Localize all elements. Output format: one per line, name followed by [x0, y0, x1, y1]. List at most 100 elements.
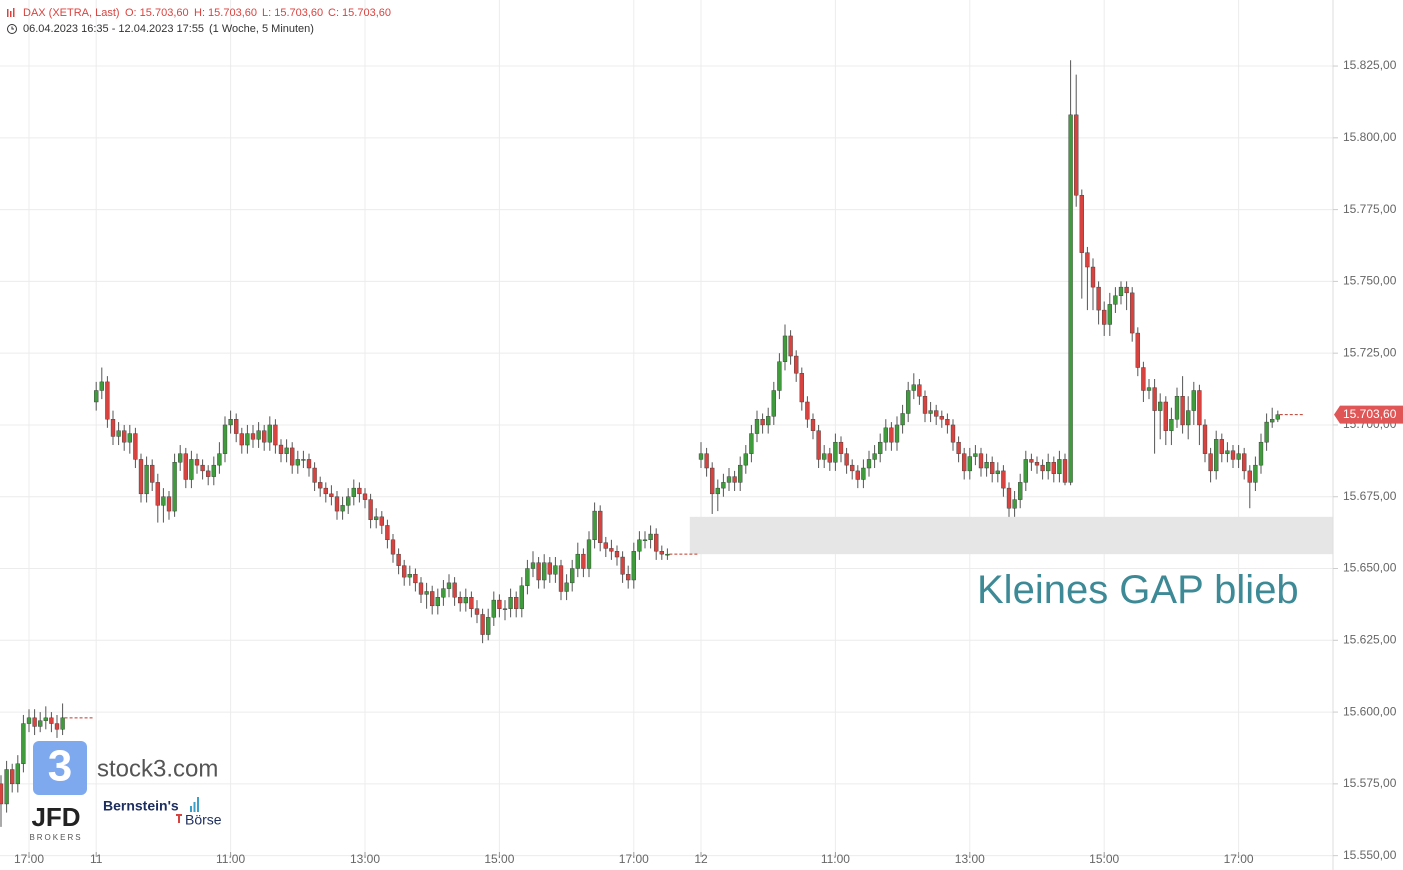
- candle-body: [105, 381, 110, 420]
- candle-body: [312, 467, 317, 483]
- y-tick-label: 15.825,00: [1343, 58, 1397, 72]
- candle-body: [1090, 266, 1096, 288]
- candle-body: [810, 419, 816, 431]
- date-range: 06.04.2023 16:35 - 12.04.2023 17:55: [23, 23, 204, 35]
- candle-body: [777, 361, 782, 391]
- candle-body: [1006, 487, 1012, 509]
- candle-body: [1219, 439, 1224, 454]
- symbol: DAX (XETRA, Last): [23, 7, 120, 19]
- candle-body: [950, 424, 956, 443]
- candle-body: [1242, 453, 1247, 472]
- x-tick-label: 12: [694, 852, 708, 866]
- candle-body: [99, 381, 104, 391]
- candle-body: [1040, 464, 1045, 472]
- candle-body: [267, 424, 272, 443]
- bernstein: Bernstein's: [103, 798, 179, 814]
- jfd-sub: BROKERS: [29, 833, 82, 842]
- candle-body: [60, 717, 65, 730]
- candle-body: [155, 482, 160, 506]
- candles: [0, 60, 1303, 827]
- candle-body: [771, 390, 776, 417]
- candle-body: [1174, 396, 1180, 420]
- candle-body: [732, 476, 737, 483]
- price-badge: [1334, 405, 1403, 424]
- candle-body: [922, 396, 928, 414]
- candle-body: [917, 384, 922, 397]
- candle-body: [592, 510, 597, 541]
- y-tick-label: 15.550,00: [1343, 848, 1397, 862]
- ohlc: H: 15.703,60: [194, 7, 257, 19]
- candle-body: [362, 493, 368, 500]
- candle-body: [519, 585, 524, 609]
- candle-body: [26, 717, 32, 724]
- x-tick-label: 17:00: [619, 852, 649, 866]
- candle-body: [1186, 410, 1191, 426]
- candle-body: [407, 574, 412, 578]
- candle-body: [346, 496, 351, 506]
- candle-body: [721, 482, 726, 489]
- candle-body: [525, 568, 530, 586]
- candle-body: [1197, 390, 1202, 426]
- candle-body: [239, 433, 244, 446]
- x-tick-label: 17:00: [14, 852, 44, 866]
- candle-body: [749, 433, 754, 454]
- candle-body: [200, 464, 205, 472]
- candle-body: [1107, 304, 1112, 325]
- candle-body: [379, 516, 384, 526]
- candle-body: [228, 419, 233, 426]
- candle-body: [446, 582, 452, 589]
- candle-body: [486, 617, 491, 635]
- candle-body: [368, 499, 373, 520]
- candle-body: [973, 453, 978, 457]
- candle-body: [222, 424, 228, 454]
- x-tick-label: 15:00: [1089, 852, 1119, 866]
- candle-body: [1068, 114, 1073, 483]
- candle-body: [441, 588, 446, 598]
- candle-body: [967, 456, 972, 472]
- candle-body: [351, 487, 356, 497]
- candle-body: [502, 608, 508, 610]
- candle-body: [698, 453, 704, 460]
- candle-body: [10, 769, 15, 785]
- candle-body: [211, 464, 216, 477]
- candle-body: [704, 453, 709, 469]
- candle-body: [1023, 459, 1028, 483]
- candle-body: [122, 430, 127, 443]
- boerse-icon: [176, 814, 182, 823]
- candle-body: [189, 459, 194, 480]
- candle-body: [990, 462, 995, 474]
- candle-body: [1275, 414, 1280, 420]
- candle-body: [766, 416, 771, 426]
- candle-body: [334, 496, 340, 512]
- x-tick-label: 11: [90, 852, 103, 866]
- candle-body: [150, 464, 155, 483]
- candle-body: [110, 419, 116, 437]
- candle-body: [374, 516, 379, 520]
- candle-body: [1051, 462, 1056, 474]
- candle-body: [726, 476, 732, 483]
- candle-body: [144, 464, 149, 495]
- gap-layer: [689, 516, 1333, 555]
- candle-body: [855, 470, 860, 480]
- candle-body: [654, 533, 659, 552]
- candle-body: [116, 430, 121, 437]
- candle-body: [659, 551, 664, 555]
- gap-zone: [689, 516, 1333, 555]
- y-tick-label: 15.725,00: [1343, 345, 1397, 359]
- candle-body: [889, 427, 894, 443]
- candle-body: [1029, 459, 1034, 463]
- candle-body: [1202, 424, 1208, 454]
- candle-body: [1012, 499, 1017, 509]
- candle-body: [21, 723, 26, 764]
- candle-body: [844, 453, 849, 466]
- candle-body: [256, 430, 261, 440]
- stock3-text: stock3.com: [97, 755, 218, 782]
- candle-body: [603, 542, 608, 549]
- header-icon: [7, 8, 15, 17]
- candle-body: [956, 441, 961, 454]
- candle-body: [1146, 387, 1152, 391]
- candle-body: [497, 599, 502, 609]
- candle-body: [1079, 195, 1084, 253]
- x-tick-label: 13:00: [955, 852, 985, 866]
